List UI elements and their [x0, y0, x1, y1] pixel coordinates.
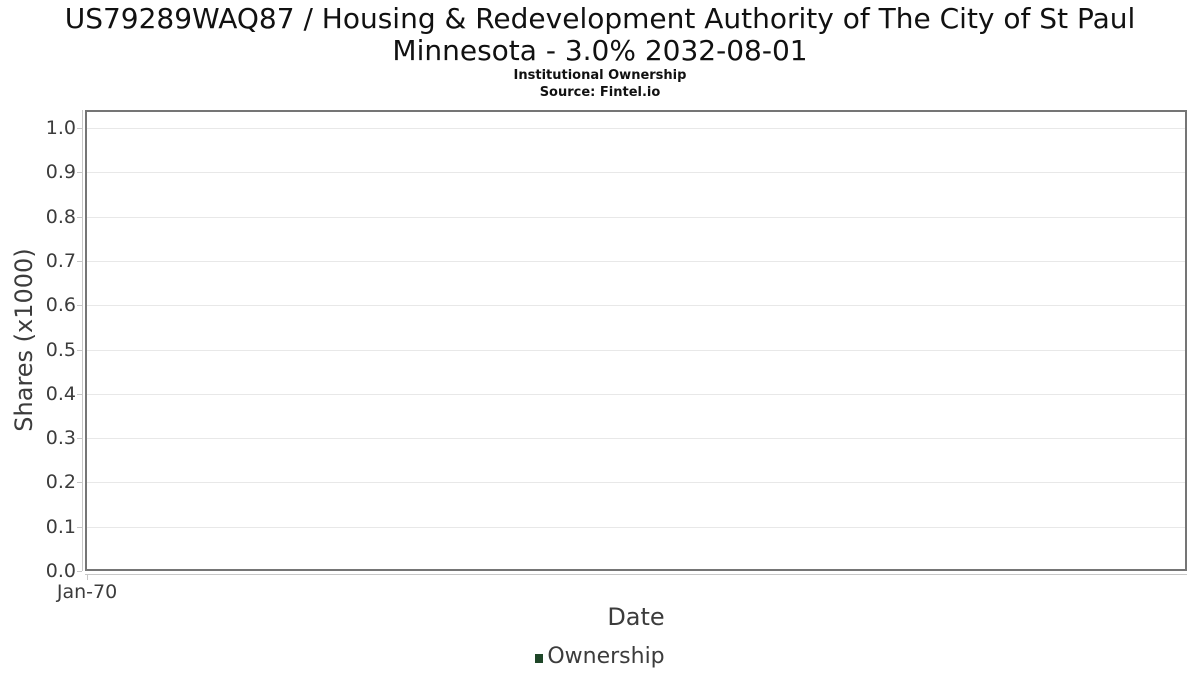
y-tick-label: 0.4	[45, 383, 76, 405]
y-tick	[77, 482, 82, 483]
y-tick-label: 0.5	[45, 339, 76, 361]
x-axis-title: Date	[607, 603, 665, 631]
y-tick	[77, 128, 82, 129]
gridline	[87, 172, 1185, 173]
gridline	[87, 261, 1185, 262]
gridline	[87, 482, 1185, 483]
x-axis-line	[85, 574, 1187, 575]
chart-title-line1: US79289WAQ87 / Housing & Redevelopment A…	[64, 2, 1136, 35]
y-tick	[77, 571, 82, 572]
y-tick-label: 0.1	[45, 516, 76, 538]
x-tick-label: Jan-70	[56, 581, 118, 603]
y-tick-label: 0.8	[45, 206, 76, 228]
y-tick	[77, 350, 82, 351]
y-tick	[77, 217, 82, 218]
y-tick	[77, 305, 82, 306]
gridline	[87, 305, 1185, 306]
y-tick-label: 0.3	[45, 427, 76, 449]
legend-item-ownership: Ownership	[535, 644, 665, 670]
gridline	[87, 394, 1185, 395]
chart-title-line2: Minnesota - 3.0% 2032-08-01	[392, 34, 808, 67]
y-tick-label: 0.6	[45, 294, 76, 316]
legend: Ownership	[0, 644, 1200, 670]
chart-subtitle: Institutional Ownership	[513, 68, 687, 83]
gridline	[87, 438, 1185, 439]
y-tick-label: 0.9	[45, 161, 76, 183]
y-tick	[77, 527, 82, 528]
y-tick	[77, 438, 82, 439]
y-tick	[77, 172, 82, 173]
legend-swatch-icon	[535, 653, 544, 663]
gridline	[87, 350, 1185, 351]
y-tick-label: 0.7	[45, 250, 76, 272]
y-axis-line	[82, 110, 83, 571]
y-tick	[77, 261, 82, 262]
y-tick-label: 1.0	[45, 117, 76, 139]
y-tick	[77, 394, 82, 395]
y-tick-label: 0.0	[45, 560, 76, 582]
gridline	[87, 217, 1185, 218]
legend-label: Ownership	[547, 644, 665, 669]
gridline	[87, 128, 1185, 129]
y-tick-label: 0.2	[45, 471, 76, 493]
x-tick	[87, 575, 88, 580]
gridline	[87, 527, 1185, 528]
chart-source: Source: Fintel.io	[539, 85, 661, 100]
plot-area	[85, 110, 1187, 571]
